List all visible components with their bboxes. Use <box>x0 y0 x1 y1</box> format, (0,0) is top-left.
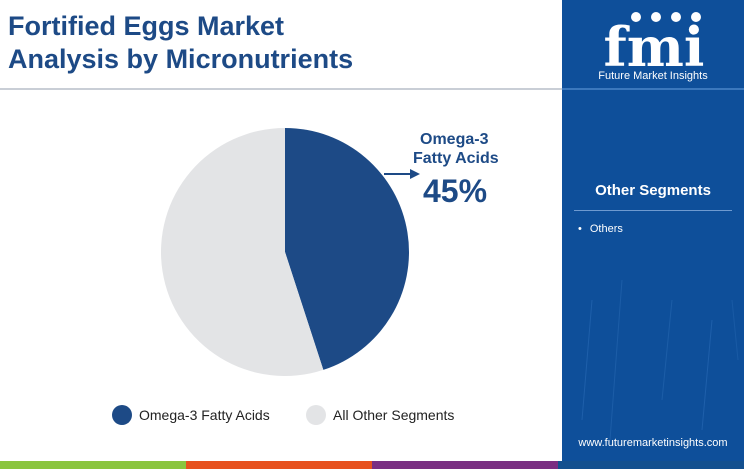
footer-segment-blue <box>558 461 744 469</box>
sidebar-divider <box>562 88 744 90</box>
legend: Omega-3 Fatty Acids All Other Segments <box>112 405 454 425</box>
logo-wordmark: fmi <box>604 15 705 72</box>
legend-label-omega-3: Omega-3 Fatty Acids <box>139 407 270 423</box>
title-divider <box>0 88 562 90</box>
other-segments-divider <box>574 210 732 211</box>
legend-swatch-other <box>306 405 326 425</box>
fmi-logo: fmi <box>604 12 705 72</box>
footer-color-bar <box>0 461 744 469</box>
footer-segment-orange <box>186 461 372 469</box>
website-url: www.futuremarketinsights.com <box>578 437 728 449</box>
logo-icon-gear <box>671 12 681 22</box>
pie-slices <box>160 128 410 376</box>
other-segments-title: Other Segments <box>595 182 711 199</box>
callout-label-line-1: Omega-3 <box>420 131 489 148</box>
sidebar-texture <box>581 279 739 441</box>
footer-segment-purple <box>372 461 558 469</box>
segment-item: Others <box>578 222 623 236</box>
pie-chart: Omega-3 Fatty Acids 45% Omega-3 Fatty Ac… <box>112 128 499 425</box>
callout-label-line-2: Fatty Acids <box>413 150 499 167</box>
logo-icon-bulb <box>631 12 641 22</box>
legend-label-other: All Other Segments <box>333 407 454 423</box>
callout-value: 45% <box>423 173 487 209</box>
pie-slice-all-other-segments <box>160 128 324 376</box>
legend-swatch-omega-3 <box>112 405 132 425</box>
footer-segment-green <box>0 461 186 469</box>
callout-arrow-head <box>410 169 420 179</box>
title-line-1: Fortified Eggs Market <box>8 11 285 41</box>
page-title: Fortified Eggs Market Analysis by Micron… <box>8 10 548 76</box>
logo-icon-person <box>691 12 701 22</box>
other-segments-list: Others <box>578 222 623 236</box>
logo-icon-globe <box>651 12 661 22</box>
title-line-2: Analysis by Micronutrients <box>8 44 354 74</box>
sidebar-panel: fmi Future Market Insights Other Segment… <box>562 0 744 461</box>
pie-slice-omega-3-fatty-acids <box>285 128 410 370</box>
logo-caption: Future Market Insights <box>598 70 708 82</box>
